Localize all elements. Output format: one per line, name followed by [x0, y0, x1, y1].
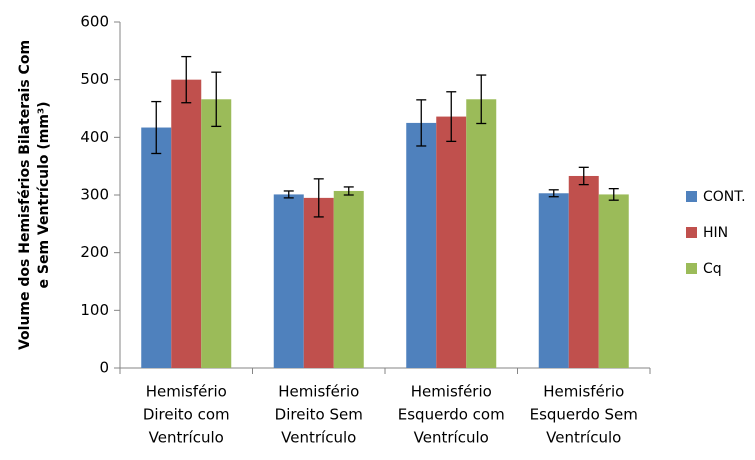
legend-swatch [686, 263, 697, 274]
legend-label: Cq [703, 261, 722, 277]
y-tick-label: 0 [99, 359, 109, 377]
x-axis-labels: Hemisfério Direito com Ventrículo Hemisféri… [143, 383, 638, 447]
legend: CONT. HIN Cq [686, 189, 746, 277]
x-category-label: Ventrículo [149, 429, 224, 447]
bar-hin-2 [303, 197, 334, 368]
y-axis-title: Volume dos Hemisférios Bilaterais Com e S… [17, 40, 52, 350]
error-bar [476, 74, 487, 125]
error-bar [181, 55, 192, 104]
x-category-label: Hemisfério [146, 383, 227, 401]
x-category-label: Hemisfério [278, 383, 359, 401]
x-category-label: Ventrículo [546, 429, 621, 447]
bar-cont-2 [273, 194, 304, 368]
x-category-label: Ventrículo [414, 429, 489, 447]
error-bar [283, 190, 294, 199]
bar-cont-1 [141, 127, 172, 368]
y-tick-label: 100 [80, 301, 109, 319]
y-tick-label: 400 [80, 128, 109, 146]
error-bar [151, 100, 162, 155]
legend-swatch [686, 227, 697, 238]
error-bar [446, 91, 457, 143]
error-bar [211, 71, 222, 128]
legend-swatch [686, 191, 697, 202]
bar-hin-4 [568, 175, 599, 368]
bar-cq-3 [466, 99, 497, 369]
bar-cq-4 [598, 194, 629, 368]
error-bars [151, 55, 619, 218]
y-tick-label: 600 [80, 13, 109, 31]
error-bar [313, 178, 324, 218]
error-bar [608, 188, 619, 201]
bar-cq-1 [201, 99, 232, 369]
x-category-label: Direito Sem [275, 406, 363, 424]
bar-cont-4 [538, 193, 569, 368]
error-bar [416, 99, 427, 147]
error-bar [578, 166, 589, 186]
y-tick-label: 300 [80, 186, 109, 204]
y-axis-ticks: 0 100 200 300 400 500 600 [80, 13, 120, 377]
bars [141, 79, 629, 369]
bar-hin-3 [436, 116, 467, 368]
legend-label: HIN [703, 225, 728, 241]
y-tick-label: 500 [80, 70, 109, 88]
bar-hin-1 [171, 79, 202, 369]
x-category-label: Hemisfério [411, 383, 492, 401]
error-bar [548, 189, 559, 198]
x-category-label: Ventrículo [281, 429, 356, 447]
x-category-label: Hemisfério [543, 383, 624, 401]
bar-cont-3 [406, 122, 437, 369]
bar-cq-2 [333, 190, 364, 368]
y-axis-title-line-1: Volume dos Hemisférios Bilaterais Com [17, 40, 33, 350]
error-bar [343, 186, 354, 196]
y-axis-title-line-2: e Sem Ventrículo (mm³) [36, 102, 52, 289]
y-tick-label: 200 [80, 243, 109, 261]
x-category-label: Esquerdo Sem [530, 406, 638, 424]
x-category-label: Direito com [143, 406, 230, 424]
x-category-label: Esquerdo com [398, 406, 505, 424]
legend-label: CONT. [703, 189, 746, 205]
